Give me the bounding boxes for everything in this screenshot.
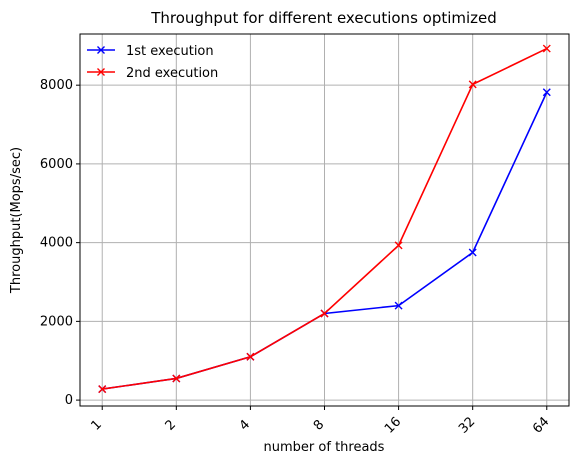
y-tick-label: 2000: [40, 314, 73, 329]
legend-marker: [97, 46, 105, 54]
data-point: [98, 385, 107, 394]
x-tick-label: 16: [382, 414, 404, 436]
y-tick-label: 8000: [40, 78, 73, 93]
x-tick-label: 1: [89, 417, 105, 433]
y-tick-label: 0: [65, 393, 73, 408]
data-point: [468, 80, 477, 89]
x-tick-label: 8: [311, 417, 327, 433]
legend-label: 2nd execution: [126, 66, 218, 81]
y-tick-label: 4000: [40, 236, 73, 251]
data-point: [394, 241, 403, 250]
legend-label: 1st execution: [126, 44, 214, 59]
x-tick-label: 64: [530, 414, 552, 436]
data-point: [542, 88, 551, 97]
data-point: [394, 301, 403, 310]
y-axis-label: Throughput(Mops/sec): [9, 147, 24, 294]
x-axis: 1 2 4 8 16 32 64: [89, 406, 552, 437]
y-tick-label: 6000: [40, 157, 73, 172]
data-point: [542, 44, 551, 53]
data-point: [246, 352, 255, 361]
series-group: [98, 44, 551, 394]
legend: 1st execution 2nd execution: [87, 44, 218, 81]
legend-marker: [97, 68, 105, 76]
x-tick-label: 4: [237, 417, 253, 433]
y-axis: 0 2000 4000 6000 8000: [40, 78, 80, 408]
x-tick-label: 2: [163, 417, 179, 433]
x-axis-label: number of threads: [264, 440, 385, 455]
data-point: [172, 374, 181, 383]
data-point: [468, 248, 477, 257]
grid: [80, 34, 569, 406]
x-tick-label: 32: [456, 414, 478, 436]
data-point: [320, 309, 329, 318]
chart-title: Throughput for different executions opti…: [150, 9, 497, 27]
